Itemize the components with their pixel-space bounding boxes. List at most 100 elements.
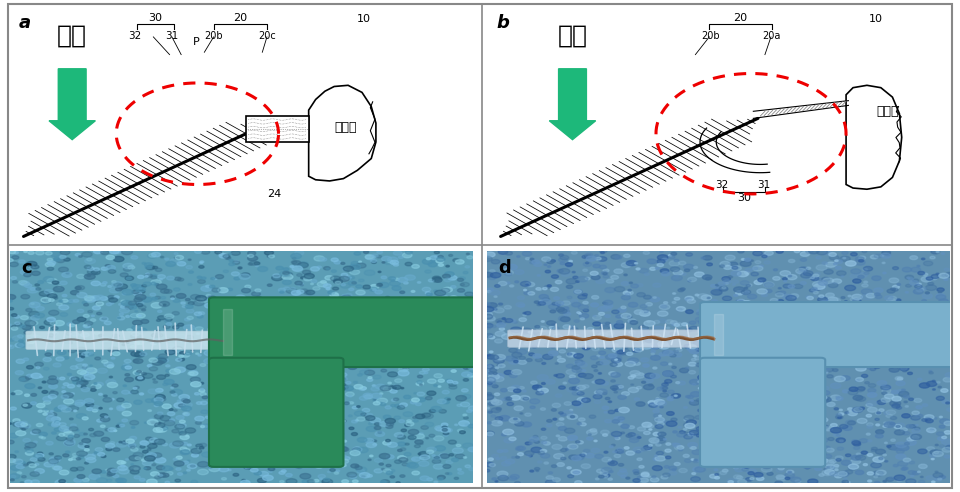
Circle shape <box>444 272 454 277</box>
Circle shape <box>118 469 129 474</box>
Circle shape <box>763 282 774 287</box>
Circle shape <box>19 425 28 429</box>
Circle shape <box>257 414 266 418</box>
Circle shape <box>356 357 366 362</box>
Circle shape <box>499 328 505 330</box>
Circle shape <box>113 392 117 394</box>
Circle shape <box>312 446 318 449</box>
Circle shape <box>898 377 902 380</box>
Circle shape <box>826 293 834 297</box>
Circle shape <box>592 347 599 351</box>
Circle shape <box>647 259 657 264</box>
Circle shape <box>172 384 178 387</box>
Circle shape <box>892 332 899 336</box>
Circle shape <box>788 259 795 263</box>
Circle shape <box>750 449 756 452</box>
Circle shape <box>106 448 112 451</box>
Circle shape <box>31 303 35 305</box>
Circle shape <box>691 359 696 361</box>
Circle shape <box>153 379 156 380</box>
Circle shape <box>131 313 138 318</box>
Circle shape <box>655 417 664 422</box>
Circle shape <box>778 366 785 370</box>
Circle shape <box>89 352 93 354</box>
Circle shape <box>799 305 809 309</box>
Circle shape <box>490 351 492 353</box>
Text: 20: 20 <box>733 13 748 23</box>
Circle shape <box>674 353 682 357</box>
Circle shape <box>215 250 222 254</box>
Circle shape <box>441 454 449 459</box>
Circle shape <box>767 373 778 379</box>
Circle shape <box>70 366 78 369</box>
Circle shape <box>167 276 175 280</box>
Circle shape <box>827 352 835 357</box>
Circle shape <box>415 445 420 448</box>
Circle shape <box>603 393 607 395</box>
Circle shape <box>250 316 259 320</box>
Circle shape <box>529 440 535 442</box>
Circle shape <box>524 311 531 315</box>
Circle shape <box>173 326 180 329</box>
Circle shape <box>376 301 386 306</box>
Circle shape <box>25 320 36 326</box>
Circle shape <box>494 308 504 313</box>
Circle shape <box>174 252 179 254</box>
Circle shape <box>786 275 797 279</box>
Circle shape <box>855 257 864 261</box>
Circle shape <box>595 379 605 384</box>
Circle shape <box>627 331 637 336</box>
Circle shape <box>730 463 738 467</box>
Circle shape <box>582 255 588 258</box>
Circle shape <box>436 296 447 302</box>
Circle shape <box>14 322 20 325</box>
Circle shape <box>713 441 720 444</box>
Circle shape <box>49 457 60 462</box>
Circle shape <box>872 322 879 326</box>
Polygon shape <box>714 313 723 355</box>
Circle shape <box>875 295 882 299</box>
Circle shape <box>751 456 758 461</box>
Circle shape <box>834 260 838 262</box>
Circle shape <box>198 469 208 475</box>
Circle shape <box>731 333 735 335</box>
Circle shape <box>297 397 305 401</box>
Circle shape <box>777 456 783 459</box>
Circle shape <box>569 327 578 332</box>
Circle shape <box>235 447 238 449</box>
Circle shape <box>41 298 51 303</box>
Circle shape <box>83 302 87 304</box>
Circle shape <box>117 461 125 464</box>
Circle shape <box>383 387 392 391</box>
Circle shape <box>722 287 726 289</box>
Circle shape <box>598 333 608 337</box>
Circle shape <box>836 434 840 436</box>
Circle shape <box>366 413 372 417</box>
Circle shape <box>20 482 24 484</box>
Circle shape <box>645 373 656 378</box>
Circle shape <box>509 319 516 323</box>
Circle shape <box>183 472 186 474</box>
Circle shape <box>600 360 610 365</box>
Circle shape <box>811 288 817 291</box>
Circle shape <box>185 305 193 308</box>
Circle shape <box>311 279 317 283</box>
Circle shape <box>407 317 414 320</box>
Circle shape <box>75 400 85 405</box>
Circle shape <box>504 370 513 374</box>
Circle shape <box>734 386 740 388</box>
Circle shape <box>77 451 87 456</box>
Circle shape <box>9 324 12 325</box>
Circle shape <box>107 255 114 259</box>
Circle shape <box>34 335 37 337</box>
Circle shape <box>878 347 883 349</box>
Circle shape <box>728 375 734 378</box>
Circle shape <box>687 396 693 399</box>
Circle shape <box>571 300 578 303</box>
Circle shape <box>822 262 828 264</box>
Circle shape <box>444 278 451 282</box>
Circle shape <box>540 454 550 458</box>
Circle shape <box>655 405 661 409</box>
Circle shape <box>113 256 124 262</box>
Circle shape <box>467 410 472 412</box>
